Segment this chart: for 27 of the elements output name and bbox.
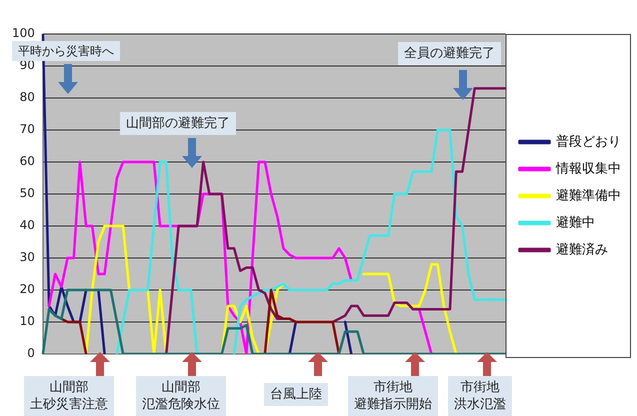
- y-tick-label: 10: [20, 314, 35, 328]
- legend-label: 避難準備中: [556, 188, 621, 204]
- y-tick-label: 40: [20, 218, 35, 232]
- legend-label: 避難済み: [556, 241, 608, 258]
- y-tick-label: 50: [20, 186, 35, 200]
- text: 山間部: [160, 379, 202, 396]
- y-tick-label: 20: [20, 282, 35, 296]
- y-tick-label: 30: [20, 250, 35, 264]
- annotation: 山間部の避難完了: [126, 115, 230, 132]
- y-tick-label: 60: [20, 154, 35, 168]
- text: 市街地: [372, 379, 414, 396]
- y-tick-label: 0: [27, 346, 35, 360]
- text: 山間部: [48, 379, 90, 396]
- y-tick-label: 70: [20, 122, 35, 136]
- text: 氾濫危険水位: [142, 396, 220, 413]
- annotation: 平時から災害時へ: [18, 44, 114, 58]
- text: 台風上陸: [270, 386, 322, 403]
- text: 市街地: [460, 379, 500, 396]
- text: 避難指示開始: [354, 396, 432, 413]
- y-tick-label: 100: [12, 26, 35, 40]
- y-tick-label: 80: [20, 90, 35, 104]
- text: 土砂災害注意: [30, 396, 108, 413]
- legend-label: 情報収集中: [555, 161, 621, 176]
- legend-label: 避難中: [556, 215, 595, 230]
- legend-label: 普段どおり: [556, 133, 621, 150]
- annotation: 全員の避難完了: [404, 45, 495, 62]
- text: 洪水氾濫: [454, 396, 506, 413]
